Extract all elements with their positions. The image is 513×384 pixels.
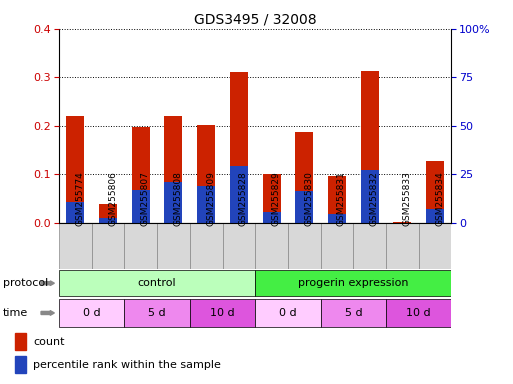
Bar: [132, 127, 150, 223]
Text: GSM255807: GSM255807: [141, 172, 150, 227]
Text: GSM255831: GSM255831: [337, 172, 346, 227]
Bar: [165, 116, 183, 223]
Bar: [263, 174, 281, 223]
Text: count: count: [33, 337, 65, 347]
Bar: [92, 223, 125, 269]
Bar: [66, 202, 84, 223]
Bar: [99, 218, 117, 223]
Bar: [386, 299, 451, 327]
Bar: [124, 299, 190, 327]
Text: GSM255834: GSM255834: [435, 172, 444, 227]
Bar: [255, 223, 288, 269]
Bar: [157, 223, 190, 269]
Bar: [328, 176, 346, 223]
Bar: [353, 223, 386, 269]
Text: 10 d: 10 d: [210, 308, 235, 318]
Bar: [59, 299, 124, 327]
Text: 5 d: 5 d: [148, 308, 166, 318]
Bar: [288, 223, 321, 269]
Bar: [361, 71, 379, 223]
Bar: [190, 299, 255, 327]
Text: GSM255828: GSM255828: [239, 172, 248, 227]
Bar: [99, 204, 117, 223]
Text: 5 d: 5 d: [345, 308, 362, 318]
Text: GSM255832: GSM255832: [370, 172, 379, 227]
Bar: [328, 214, 346, 223]
Text: 0 d: 0 d: [279, 308, 297, 318]
Bar: [59, 270, 255, 296]
Text: GSM255774: GSM255774: [75, 172, 84, 227]
Bar: [361, 170, 379, 223]
Bar: [59, 223, 92, 269]
Text: 10 d: 10 d: [406, 308, 431, 318]
Text: GSM255833: GSM255833: [402, 172, 411, 227]
Bar: [255, 299, 321, 327]
Bar: [132, 190, 150, 223]
Bar: [15, 333, 27, 350]
Title: GDS3495 / 32008: GDS3495 / 32008: [194, 12, 317, 26]
Bar: [230, 166, 248, 223]
Text: 0 d: 0 d: [83, 308, 101, 318]
Bar: [295, 191, 313, 223]
Bar: [255, 270, 451, 296]
Text: GSM255806: GSM255806: [108, 172, 117, 227]
Bar: [190, 223, 223, 269]
Text: time: time: [3, 308, 28, 318]
Text: control: control: [138, 278, 176, 288]
Bar: [321, 299, 386, 327]
Bar: [321, 223, 353, 269]
Text: GSM255809: GSM255809: [206, 172, 215, 227]
Text: GSM255808: GSM255808: [173, 172, 183, 227]
Bar: [386, 223, 419, 269]
Text: protocol: protocol: [3, 278, 48, 288]
Text: GSM255830: GSM255830: [304, 172, 313, 227]
Bar: [393, 222, 411, 223]
Bar: [197, 186, 215, 223]
Bar: [295, 132, 313, 223]
Bar: [223, 223, 255, 269]
Bar: [230, 73, 248, 223]
Bar: [15, 356, 27, 373]
Bar: [165, 182, 183, 223]
Bar: [197, 125, 215, 223]
Text: GSM255829: GSM255829: [271, 172, 281, 227]
Bar: [66, 116, 84, 223]
Bar: [263, 212, 281, 223]
Text: progerin expression: progerin expression: [298, 278, 408, 288]
Bar: [419, 223, 451, 269]
Bar: [124, 223, 157, 269]
Bar: [426, 161, 444, 223]
Bar: [426, 209, 444, 223]
Text: percentile rank within the sample: percentile rank within the sample: [33, 360, 221, 370]
